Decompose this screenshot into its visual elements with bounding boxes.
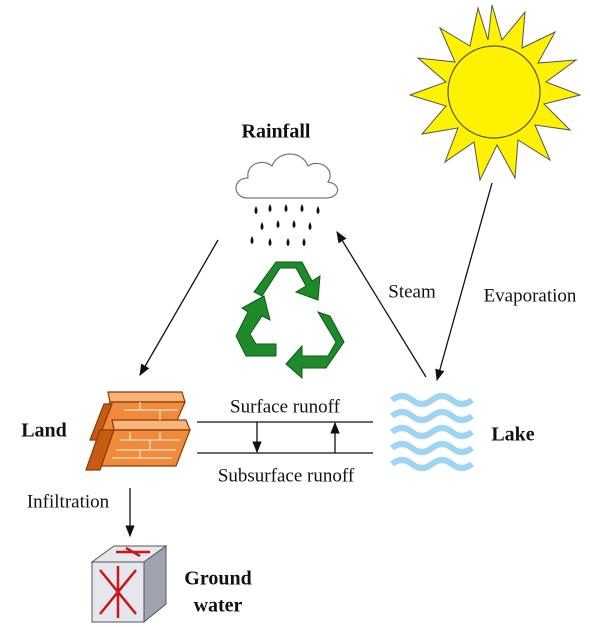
edge-label: Infiltration	[27, 491, 110, 512]
water-cycle-diagram: Rainfall Steam Evaporation Land Lake	[0, 0, 590, 627]
edge-label: Evaporation	[484, 285, 577, 306]
recycle-icon	[236, 262, 344, 378]
node-label: Land	[21, 420, 67, 442]
cloud-icon	[236, 154, 338, 246]
edge-label: Subsurface runoff	[218, 465, 355, 486]
node-label: Rainfall	[242, 121, 311, 143]
edge-label: Surface runoff	[230, 396, 341, 417]
node-label: water	[194, 595, 243, 617]
arrow-rain-to-land	[140, 240, 218, 375]
arrow-steam	[337, 232, 426, 377]
arrow-evaporation	[437, 183, 492, 380]
sun-icon	[410, 5, 580, 180]
edge-label: Steam	[388, 281, 436, 302]
node-label: Ground	[184, 568, 251, 590]
node-label: Lake	[491, 424, 534, 446]
lake-icon	[392, 396, 472, 468]
ground-water-icon	[92, 546, 166, 622]
land-icon	[86, 392, 190, 470]
